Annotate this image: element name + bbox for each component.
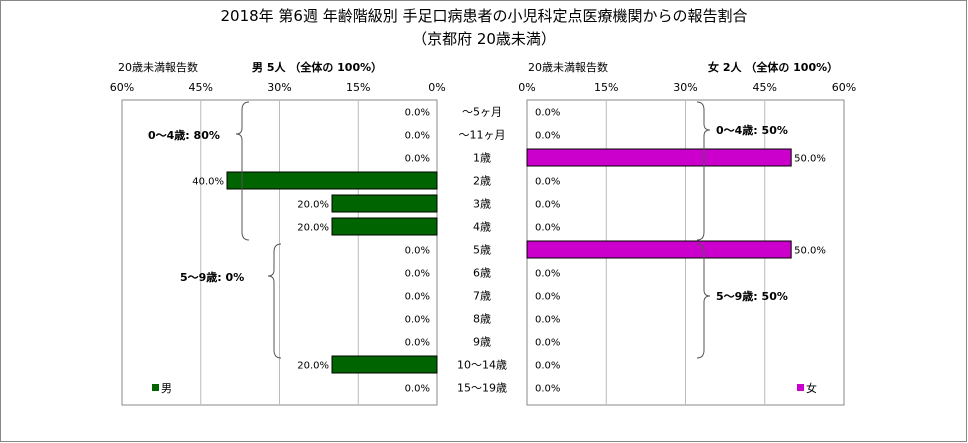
male-bracket-5-9 xyxy=(267,243,282,359)
male-tick-label: 0% xyxy=(428,81,445,94)
age-group-label: 7歳 xyxy=(473,290,491,303)
female-bracket-0-4-label: 0～4歳: 50% xyxy=(716,123,788,137)
age-group-label: 9歳 xyxy=(473,336,491,349)
female-tick-label: 60% xyxy=(832,81,856,94)
female-bar-label: 0.0% xyxy=(535,269,560,280)
male-tick-label: 60% xyxy=(110,81,134,94)
male-bracket-5-9-label: 5～9歳: 0% xyxy=(180,270,244,284)
female-bar-label: 0.0% xyxy=(535,177,560,188)
female-bar-label: 0.0% xyxy=(535,200,560,211)
male-bar-label: 20.0% xyxy=(297,200,329,211)
male-bar xyxy=(331,355,438,374)
male-bar-label: 0.0% xyxy=(405,154,430,165)
female-bracket-5-9-label: 5～9歳: 50% xyxy=(716,289,788,303)
female-tick-label: 30% xyxy=(673,81,697,94)
female-legend-label: 女 xyxy=(806,381,817,395)
female-bar-label: 0.0% xyxy=(535,361,560,372)
male-tick-label: 45% xyxy=(189,81,213,94)
female-bracket-5-9 xyxy=(696,243,711,359)
female-bar xyxy=(526,240,792,259)
male-bracket-0-4-label: 0～4歳: 80% xyxy=(148,128,220,142)
female-legend-swatch xyxy=(797,384,804,391)
age-group-label: 6歳 xyxy=(473,267,491,280)
female-bar-label: 50.0% xyxy=(794,246,826,257)
age-group-label: 2歳 xyxy=(473,175,491,188)
male-header: 男 5人 （全体の 100%） xyxy=(252,60,382,74)
age-group-label: 8歳 xyxy=(473,313,491,326)
female-bar-label: 0.0% xyxy=(535,223,560,234)
female-bar xyxy=(526,148,792,167)
female-bar-label: 0.0% xyxy=(535,384,560,395)
age-group-label: 4歳 xyxy=(473,221,491,234)
female-bar-label: 50.0% xyxy=(794,154,826,165)
female-bar-label: 0.0% xyxy=(535,131,560,142)
age-group-label: 1歳 xyxy=(473,152,491,165)
male-tick-label: 30% xyxy=(267,81,291,94)
male-bar-label: 0.0% xyxy=(405,384,430,395)
male-bar-label: 0.0% xyxy=(405,108,430,119)
chart-subtitle: （京都府 20歳未満） xyxy=(412,30,556,48)
male-bar xyxy=(226,171,438,190)
female-tick-label: 15% xyxy=(594,81,618,94)
male-bar xyxy=(331,194,438,213)
age-group-label: 3歳 xyxy=(473,198,491,211)
female-header: 女 2人 （全体の 100%） xyxy=(708,60,838,74)
age-group-label: 10～14歳 xyxy=(457,359,507,372)
age-group-label: ～5ヶ月 xyxy=(462,106,502,119)
male-bar-label: 0.0% xyxy=(405,269,430,280)
male-bar-label: 20.0% xyxy=(297,361,329,372)
male-bar-label: 0.0% xyxy=(405,292,430,303)
female-bar-label: 0.0% xyxy=(535,108,560,119)
male-bar xyxy=(331,217,438,236)
male-legend-swatch xyxy=(152,384,159,391)
male-bar-label: 0.0% xyxy=(405,338,430,349)
age-group-label: 5歳 xyxy=(473,244,491,257)
male-legend-label: 男 xyxy=(161,382,172,395)
male-bar-label: 0.0% xyxy=(405,131,430,142)
chart-title: 2018年 第6週 年齢階級別 手足口病患者の小児科定点医療機関からの報告割合 xyxy=(220,7,747,25)
female-bar-label: 0.0% xyxy=(535,292,560,303)
male-bar-label: 0.0% xyxy=(405,315,430,326)
female-bar-label: 0.0% xyxy=(535,315,560,326)
female-axis-caption: 20歳未満報告数 xyxy=(528,61,608,74)
female-tick-label: 0% xyxy=(518,81,535,94)
age-group-label: ～11ヶ月 xyxy=(459,129,506,142)
male-axis-caption: 20歳未満報告数 xyxy=(118,61,198,74)
age-group-label: 15～19歳 xyxy=(457,382,507,395)
male-bar-label: 40.0% xyxy=(192,177,224,188)
female-bar-label: 0.0% xyxy=(535,338,560,349)
male-tick-label: 15% xyxy=(346,81,370,94)
male-bar-label: 20.0% xyxy=(297,223,329,234)
male-bar-label: 0.0% xyxy=(405,246,430,257)
male-bracket-0-4 xyxy=(235,101,250,241)
female-bracket-0-4 xyxy=(696,101,711,241)
female-tick-label: 45% xyxy=(753,81,777,94)
